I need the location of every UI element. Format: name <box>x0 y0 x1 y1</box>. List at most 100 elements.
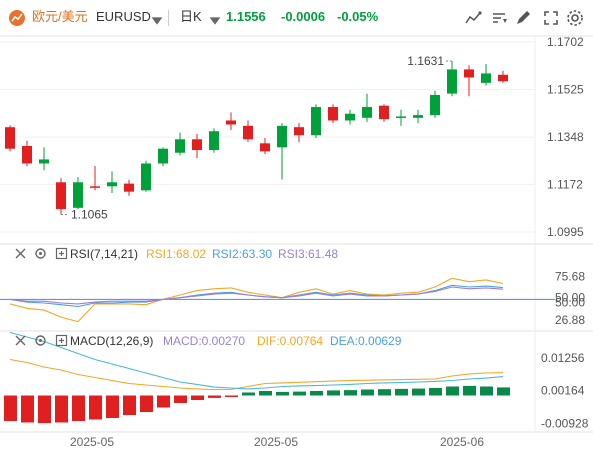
sort-icon[interactable] <box>490 9 508 27</box>
date-tick-label: 2025-05 <box>254 435 298 449</box>
price-tick-label: 1.1348 <box>547 130 584 144</box>
macd-settings-icon[interactable] <box>34 334 47 347</box>
candle-body <box>362 107 372 118</box>
chart-toolbar: 欧元/美元 EURUSD 日K 1.1556 -0.0006 -0.05% <box>0 0 593 36</box>
macd-histogram-bar <box>174 395 187 403</box>
macd-histogram-bar <box>412 388 425 396</box>
macd-histogram-bar <box>276 391 289 396</box>
expand-indicator-icon[interactable] <box>55 247 68 260</box>
rsi1-value: RSI1:68.02 <box>146 247 207 261</box>
dif-value: DIF:0.00764 <box>257 334 324 348</box>
candle-body <box>447 69 457 94</box>
current-price: 1.1556 <box>226 9 266 24</box>
macd-tick-label: 0.00164 <box>541 384 585 398</box>
macd-histogram-bar <box>446 386 459 396</box>
macd-histogram-bar <box>378 389 391 396</box>
dea-value: DEA:0.00629 <box>330 334 402 348</box>
macd-histogram-bar <box>55 395 68 423</box>
rsi-series-line-1 <box>9 277 504 323</box>
candle-body <box>158 148 168 164</box>
candle-body <box>56 182 66 210</box>
rsi-tick-label: 75.68 <box>555 270 585 284</box>
candle-body <box>430 94 440 116</box>
candle-body <box>498 74 508 82</box>
macd-histogram-bar <box>327 390 340 396</box>
macd-histogram-bar <box>21 395 34 423</box>
macd-title: MACD(12,26,9) <box>70 334 154 348</box>
macd-histogram-bar <box>89 395 102 420</box>
price-tick-label: 1.1172 <box>547 177 583 191</box>
macd-histogram-bar <box>191 395 204 400</box>
candle-body <box>226 120 236 125</box>
macd-tick-label: 0.01256 <box>541 351 585 365</box>
price-tick-label: 1.1525 <box>547 83 584 97</box>
macd-value: MACD:0.00270 <box>163 334 246 348</box>
symbol-dropdown-icon[interactable] <box>148 12 163 25</box>
macd-histogram-bar <box>344 390 357 396</box>
candle-body <box>464 69 474 78</box>
price-tick-label: 1.0995 <box>547 225 584 239</box>
candle-body <box>141 163 151 191</box>
candle-body <box>209 131 219 151</box>
timeframe-selector[interactable]: 日K <box>180 9 202 24</box>
candle-body <box>124 183 134 192</box>
candle-body <box>413 115 423 118</box>
hide-macd-icon[interactable] <box>14 334 27 347</box>
indicator-settings-icon[interactable] <box>34 247 47 260</box>
low-price-label: 1.1065 <box>71 208 108 222</box>
macd-histogram-bar <box>225 395 238 397</box>
rsi3-value: RSI3:61.48 <box>278 247 339 261</box>
candle-body <box>175 139 185 153</box>
macd-histogram-bar <box>395 388 408 396</box>
price-change: -0.0006 <box>281 9 326 24</box>
rsi-title: RSI(7,14,21) <box>70 247 139 261</box>
line-chart-icon[interactable] <box>8 9 26 27</box>
candle-body <box>345 113 355 121</box>
candle-body <box>107 182 117 187</box>
high-price-label: 1.1631 <box>407 54 444 68</box>
draw-tools-icon[interactable] <box>514 9 532 27</box>
date-tick-label: 2025-05 <box>70 435 114 449</box>
macd-histogram-bar <box>208 395 221 398</box>
macd-histogram-bar <box>497 387 510 396</box>
macd-dif-line <box>9 358 504 391</box>
candle-body <box>192 139 202 151</box>
price-tick-label: 1.1702 <box>547 35 584 49</box>
rsi-series-line-3 <box>9 286 504 305</box>
macd-tick-label: -0.00928 <box>541 416 589 430</box>
instrument-symbol: EURUSD <box>96 9 151 24</box>
macd-histogram-bar <box>463 385 476 396</box>
candle-body <box>311 107 321 136</box>
candle-body <box>90 186 100 188</box>
hide-indicator-icon[interactable] <box>14 247 27 260</box>
price-change-percent: -0.05% <box>337 9 379 24</box>
instrument-name: 欧元/美元 <box>32 9 88 24</box>
candle-body <box>5 127 15 149</box>
macd-histogram-bar <box>480 386 493 396</box>
expand-icon[interactable] <box>542 9 560 27</box>
rsi2-value: RSI2:63.30 <box>212 247 273 261</box>
candle-body <box>260 143 270 152</box>
macd-histogram-bar <box>72 395 85 421</box>
macd-histogram-bar <box>140 395 153 412</box>
indicator-icon[interactable] <box>464 9 482 27</box>
candle-body <box>277 125 287 148</box>
candle-body <box>328 107 338 121</box>
macd-histogram-bar <box>429 388 442 396</box>
rsi-tick-label: 50.00 <box>555 295 585 309</box>
candle-body <box>73 182 83 208</box>
candle-body <box>22 146 32 164</box>
candle-body <box>39 159 49 164</box>
macd-histogram-bar <box>106 395 119 418</box>
macd-histogram-bar <box>4 395 17 421</box>
toolbar-divider <box>168 10 169 26</box>
macd-histogram-bar <box>361 389 374 396</box>
timeframe-dropdown-icon[interactable] <box>206 12 221 25</box>
expand-macd-icon[interactable] <box>55 334 68 347</box>
macd-histogram-bar <box>259 391 272 396</box>
candle-body <box>396 116 406 118</box>
candle-body <box>294 127 304 136</box>
candle-body <box>481 73 491 83</box>
settings-icon[interactable] <box>566 9 584 27</box>
